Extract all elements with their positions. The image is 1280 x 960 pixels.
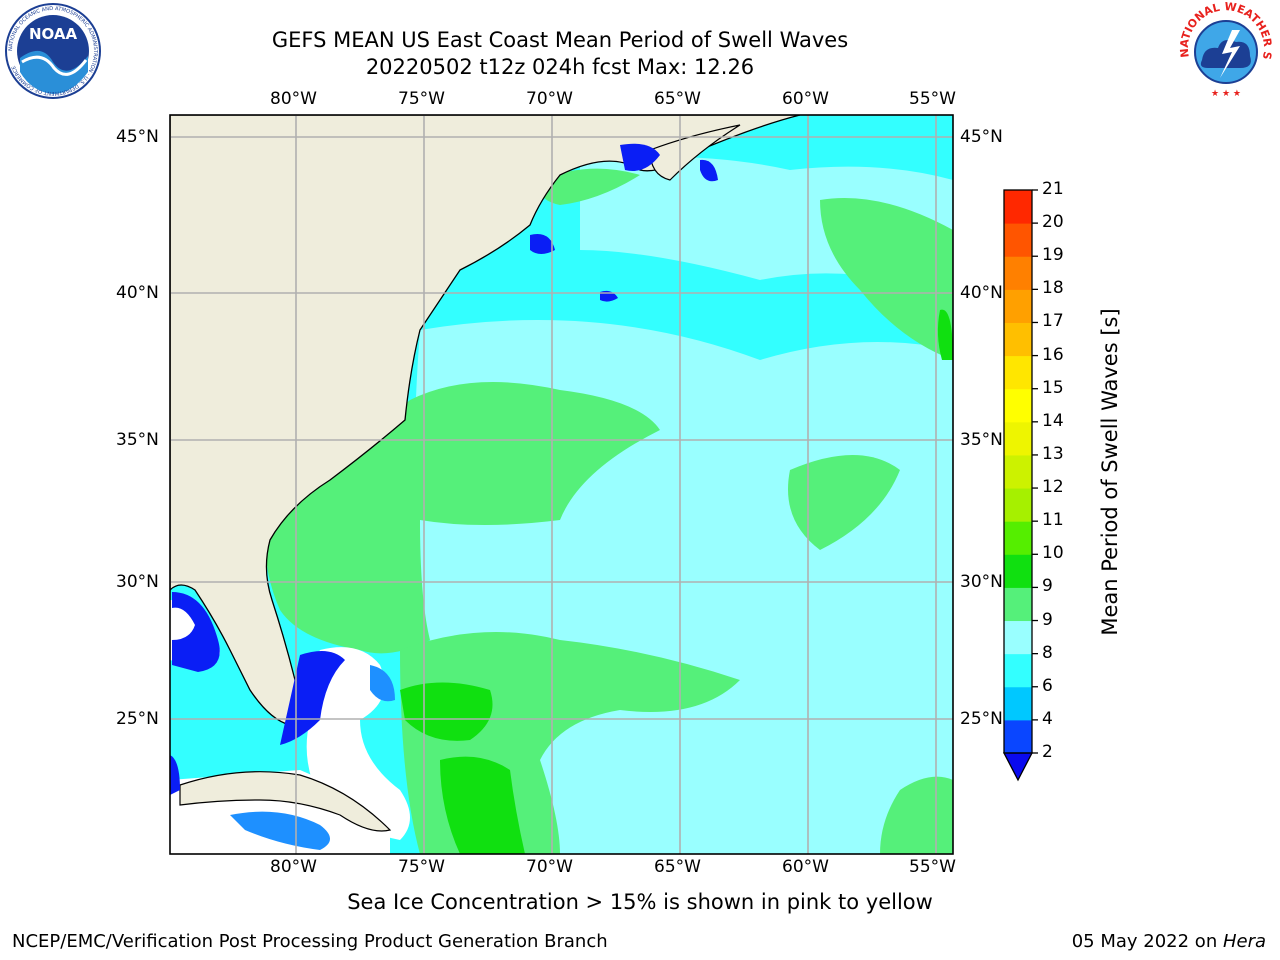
- colorbar-tick-label: 18: [1042, 278, 1064, 299]
- lat-label-right-25n: 25°N: [960, 709, 1003, 729]
- colorbar-tick-label: 10: [1042, 543, 1064, 564]
- colorbar-tick-label: 17: [1042, 311, 1064, 332]
- colorbar: [1002, 189, 1038, 782]
- colorbar-title: Mean Period of Swell Waves [s]: [1098, 308, 1122, 636]
- map-gridlines: [170, 115, 953, 854]
- colorbar-segment: [1004, 454, 1032, 489]
- blue-shallow-cuba: [230, 811, 330, 850]
- footer-host: Hera: [1222, 931, 1266, 952]
- lon-label-top-80w: 80°W: [270, 89, 317, 109]
- colorbar-segment: [1004, 587, 1032, 622]
- noaa-logo: NOAA NATIONAL OCEANIC AND ATMOSPHERIC AD…: [5, 3, 101, 99]
- colorbar-tick-label: 9: [1042, 576, 1053, 597]
- colorbar-extend-triangle: [1002, 752, 1034, 782]
- lat-label-left-35n: 35°N: [116, 430, 159, 450]
- green-region-far-southeast: [880, 776, 953, 854]
- colorbar-tick-label: 16: [1042, 344, 1064, 365]
- colorbar-segment: [1004, 686, 1032, 721]
- green-region-gulf-of-maine: [539, 168, 640, 205]
- lon-label-bottom-60w: 60°W: [782, 857, 829, 877]
- lat-label-right-45n: 45°N: [960, 127, 1003, 147]
- colorbar-segment: [1004, 322, 1032, 357]
- footer-date: 05 May 2022 on Hera: [1072, 931, 1266, 952]
- deep-green-region-south: [440, 756, 525, 854]
- green-region-central-east: [788, 455, 900, 550]
- colorbar-tick-label: 15: [1042, 377, 1064, 398]
- sea-ice-note: Sea Ice Concentration > 15% is shown in …: [347, 890, 933, 914]
- blue-shallow-long-island: [530, 234, 555, 254]
- land-north-america: [170, 115, 801, 726]
- colorbar-segment: [1004, 256, 1032, 290]
- colorbar-tick-label: 6: [1042, 675, 1053, 696]
- lat-label-left-45n: 45°N: [116, 127, 159, 147]
- colorbar-tick-label: 12: [1042, 477, 1064, 498]
- colorbar-segment: [1004, 388, 1032, 423]
- colorbar-tick-label: 13: [1042, 443, 1064, 464]
- colorbar-tick-label: 8: [1042, 642, 1053, 663]
- lon-label-bottom-55w: 55°W: [909, 857, 956, 877]
- lon-label-bottom-65w: 65°W: [654, 857, 701, 877]
- colorbar-segment: [1004, 355, 1032, 390]
- footer-branch: NCEP/EMC/Verification Post Processing Pr…: [12, 931, 608, 952]
- lat-label-left-25n: 25°N: [116, 709, 159, 729]
- colorbar-tick-label: 14: [1042, 410, 1064, 431]
- blue-shallow-cuba-west: [170, 755, 180, 795]
- blue-patch-nova-scotia: [700, 159, 718, 182]
- colorbar-segment: [1004, 223, 1032, 257]
- blue-shallow-gulf: [172, 592, 220, 672]
- colorbar-tick-label: 20: [1042, 212, 1064, 233]
- colorbar-segment: [1004, 719, 1032, 754]
- land-cuba: [179, 771, 392, 832]
- deep-green-region-east: [937, 309, 953, 360]
- lat-label-left-30n: 30°N: [116, 572, 159, 592]
- lat-label-right-35n: 35°N: [960, 430, 1003, 450]
- blue-shallow-bay-of-fundy: [620, 143, 660, 171]
- lon-label-bottom-75w: 75°W: [398, 857, 445, 877]
- colorbar-tick-label: 11: [1042, 510, 1064, 531]
- colorbar-segment: [1004, 488, 1032, 522]
- colorbar-tick-label: 2: [1042, 742, 1053, 762]
- nws-logo: NATIONAL WEATHER SERVICE ★ ★ ★: [1174, 2, 1274, 100]
- deep-green-region: [400, 682, 493, 741]
- lon-label-bottom-80w: 80°W: [270, 857, 317, 877]
- colorbar-frame: [1003, 189, 1033, 754]
- colorbar-segment: [1004, 653, 1032, 688]
- green-region-east: [820, 198, 953, 360]
- colorbar-segment: [1004, 421, 1032, 456]
- colorbar-tick-label: 4: [1042, 708, 1053, 729]
- colorbar-segment: [1004, 554, 1032, 588]
- map-frame: [169, 114, 954, 855]
- blue-shallow-bahamas-east: [370, 665, 395, 702]
- chart-subtitle: 20220502 t12z 024h fcst Max: 12.26: [365, 55, 755, 79]
- footer-date-text: 05 May 2022 on: [1071, 931, 1223, 952]
- lat-label-left-40n: 40°N: [116, 283, 159, 303]
- lon-label-top-60w: 60°W: [782, 89, 829, 109]
- colorbar-segment: [1004, 521, 1032, 555]
- colorbar-segment: [1004, 289, 1032, 323]
- lon-label-bottom-70w: 70°W: [526, 857, 573, 877]
- lon-label-top-55w: 55°W: [909, 89, 956, 109]
- lon-label-top-75w: 75°W: [398, 89, 445, 109]
- colorbar-tick-label: 9: [1042, 609, 1053, 630]
- lat-label-right-40n: 40°N: [960, 283, 1003, 303]
- noaa-logo-text: NOAA: [29, 25, 78, 43]
- chart-title: GEFS MEAN US East Coast Mean Period of S…: [271, 28, 849, 52]
- lon-label-top-70w: 70°W: [526, 89, 573, 109]
- colorbar-tick-label: 21: [1042, 179, 1064, 199]
- svg-text:★ ★ ★: ★ ★ ★: [1211, 89, 1241, 99]
- colorbar-segment: [1004, 190, 1032, 224]
- lat-label-right-30n: 30°N: [960, 572, 1003, 592]
- colorbar-segment: [1004, 620, 1032, 655]
- lon-label-top-65w: 65°W: [654, 89, 701, 109]
- colorbar-tick-label: 19: [1042, 245, 1064, 266]
